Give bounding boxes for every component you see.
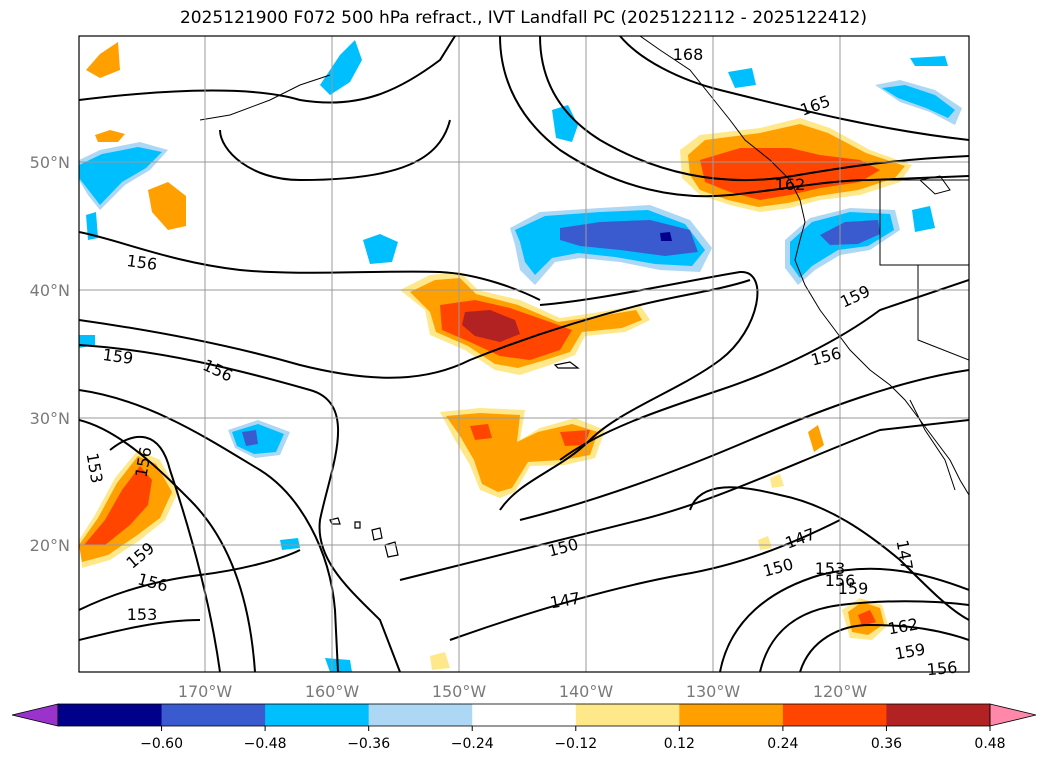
colorbar-segment [58, 704, 163, 726]
colorbar-segment [161, 704, 266, 726]
lon-label: 130°W [686, 682, 741, 701]
contour-label: 156 [125, 251, 158, 274]
negative-anomaly-region [882, 85, 955, 118]
negative-anomaly-region [552, 105, 578, 142]
colorbar-tick-label: 0.48 [974, 736, 1005, 752]
positive-anomaly-region [808, 425, 824, 452]
positive-anomaly-region [84, 466, 152, 545]
lon-label: 170°W [178, 682, 233, 701]
contour-label: 153 [815, 559, 846, 578]
negative-anomaly-region [320, 40, 362, 95]
lon-label: 140°W [559, 682, 614, 701]
negative-anomaly-region [820, 220, 880, 245]
colorbar-segment [575, 704, 680, 726]
colorbar-segment [472, 704, 577, 726]
map-title: 2025121900 F072 500 hPa refract., IVT La… [179, 8, 867, 28]
longitude-labels: 170°W 160°W 150°W 140°W 130°W 120°W [178, 682, 868, 701]
colorbar-tick-label: −0.24 [451, 736, 494, 752]
lon-label: 120°W [813, 682, 868, 701]
coastlines [199, 36, 969, 496]
height-contours [79, 36, 969, 672]
colorbar-extend-low [11, 703, 59, 727]
colorbar-segment [679, 704, 784, 726]
positive-anomaly-region [858, 610, 876, 626]
colorbar-segment [368, 704, 473, 726]
colorbar-tick-label: 0.24 [767, 736, 798, 752]
colorbar-extend-high [989, 703, 1037, 727]
colorbar-segment [265, 704, 370, 726]
lat-label: 30°N [30, 409, 70, 428]
colorbar-tick-label: −0.48 [244, 736, 287, 752]
positive-anomaly-region [95, 130, 125, 142]
lat-label: 50°N [30, 153, 70, 172]
negative-anomaly-region [363, 234, 398, 264]
positive-anomaly-region [470, 424, 590, 446]
positive-anomaly-region [86, 42, 120, 78]
lon-label: 150°W [432, 682, 487, 701]
plot-frame [78, 35, 970, 673]
contour-label: 156 [825, 571, 856, 590]
anomaly-shading [79, 40, 962, 672]
latitude-labels: 50°N 40°N 30°N 20°N [30, 153, 70, 555]
contour-label: 159 [101, 345, 134, 368]
contour-label: 162 [775, 175, 806, 194]
negative-anomaly-region [232, 424, 284, 454]
colorbar-segment [782, 704, 887, 726]
lat-label: 40°N [30, 281, 70, 300]
negative-anomaly-region [912, 206, 935, 232]
negative-anomaly-region [728, 56, 948, 88]
contour-label: 153 [127, 605, 158, 624]
colorbar-segment [886, 704, 991, 726]
lat-label: 20°N [30, 536, 70, 555]
colorbar: −0.60 −0.48 −0.36 −0.24 −0.12 0.12 0.24 0.36 0.4… [11, 703, 1037, 752]
negative-anomaly-region [242, 430, 258, 446]
negative-anomaly-region [86, 212, 98, 240]
contour-label: 159 [838, 579, 869, 598]
colorbar-tick-label: 0.36 [871, 736, 902, 752]
colorbar-tick-label: −0.12 [554, 736, 597, 752]
colorbar-tick-label: −0.36 [347, 736, 390, 752]
contour-label: 168 [673, 45, 704, 64]
positive-anomaly-region [462, 310, 520, 342]
positive-anomaly-region [148, 182, 186, 230]
positive-anomaly-region [700, 148, 880, 200]
graticule [79, 36, 969, 672]
colorbar-tick-label: −0.60 [140, 736, 183, 752]
colorbar-frame [57, 703, 991, 727]
negative-anomaly-region [560, 220, 698, 256]
lon-label: 160°W [305, 682, 360, 701]
colorbar-tick-label: 0.12 [664, 736, 695, 752]
negative-anomaly-region [660, 232, 672, 241]
hawaii-islands [329, 361, 580, 558]
contour-label: 156 [926, 658, 958, 680]
